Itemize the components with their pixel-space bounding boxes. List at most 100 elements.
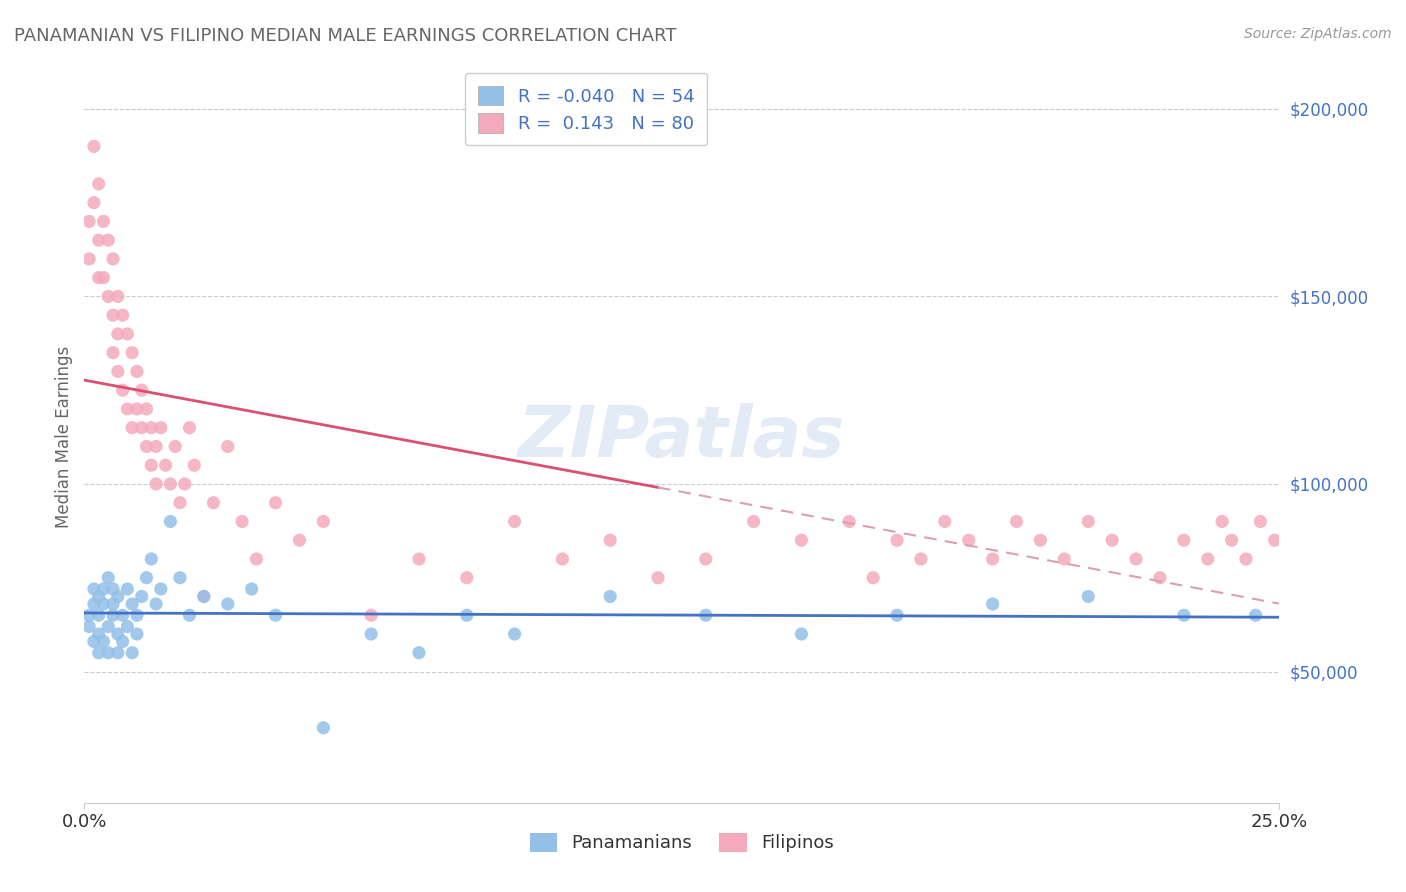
- Point: [1029, 533, 1052, 548]
- Point: [93, 270, 115, 285]
- Text: ZIPatlas: ZIPatlas: [519, 402, 845, 472]
- Point: [145, 597, 167, 611]
- Point: [83, 139, 105, 153]
- Point: [1053, 552, 1076, 566]
- Point: [141, 458, 163, 473]
- Point: [125, 608, 148, 623]
- Point: [1125, 552, 1147, 566]
- Point: [131, 383, 153, 397]
- Point: [149, 420, 172, 434]
- Point: [179, 420, 201, 434]
- Point: [1244, 608, 1267, 623]
- Point: [838, 515, 860, 529]
- Point: [934, 515, 956, 529]
- Point: [910, 552, 932, 566]
- Point: [93, 582, 115, 596]
- Point: [173, 477, 195, 491]
- Point: [159, 515, 181, 529]
- Point: [77, 252, 100, 266]
- Point: [125, 401, 148, 416]
- Point: [155, 458, 177, 473]
- Point: [97, 571, 120, 585]
- Point: [101, 252, 124, 266]
- Point: [231, 515, 253, 529]
- Point: [107, 646, 129, 660]
- Point: [193, 590, 215, 604]
- Point: [503, 515, 526, 529]
- Point: [149, 582, 172, 596]
- Point: [107, 364, 129, 378]
- Point: [886, 533, 908, 548]
- Point: [599, 590, 621, 604]
- Point: [165, 440, 187, 454]
- Point: [408, 552, 430, 566]
- Point: [111, 383, 134, 397]
- Point: [145, 477, 167, 491]
- Point: [742, 515, 765, 529]
- Point: [83, 634, 105, 648]
- Point: [101, 582, 124, 596]
- Point: [408, 646, 430, 660]
- Point: [288, 533, 311, 548]
- Point: [1249, 515, 1271, 529]
- Point: [93, 634, 115, 648]
- Point: [83, 195, 105, 210]
- Point: [117, 619, 139, 633]
- Point: [981, 552, 1004, 566]
- Point: [141, 552, 163, 566]
- Text: PANAMANIAN VS FILIPINO MEDIAN MALE EARNINGS CORRELATION CHART: PANAMANIAN VS FILIPINO MEDIAN MALE EARNI…: [14, 27, 676, 45]
- Point: [93, 214, 115, 228]
- Point: [107, 326, 129, 341]
- Point: [862, 571, 884, 585]
- Point: [647, 571, 669, 585]
- Point: [312, 515, 335, 529]
- Point: [87, 590, 110, 604]
- Point: [1101, 533, 1123, 548]
- Point: [183, 458, 205, 473]
- Point: [135, 571, 157, 585]
- Point: [101, 608, 124, 623]
- Point: [193, 590, 215, 604]
- Point: [97, 646, 120, 660]
- Point: [117, 582, 139, 596]
- Point: [360, 608, 382, 623]
- Point: [131, 420, 153, 434]
- Point: [1264, 533, 1286, 548]
- Point: [790, 533, 813, 548]
- Point: [695, 552, 717, 566]
- Point: [111, 608, 134, 623]
- Point: [1005, 515, 1028, 529]
- Point: [87, 270, 110, 285]
- Point: [1220, 533, 1243, 548]
- Point: [1077, 515, 1099, 529]
- Point: [87, 177, 110, 191]
- Point: [1197, 552, 1219, 566]
- Point: [202, 496, 225, 510]
- Point: [121, 646, 143, 660]
- Point: [551, 552, 574, 566]
- Point: [503, 627, 526, 641]
- Point: [77, 619, 100, 633]
- Point: [131, 590, 153, 604]
- Point: [121, 420, 143, 434]
- Y-axis label: Median Male Earnings: Median Male Earnings: [55, 346, 73, 528]
- Point: [121, 597, 143, 611]
- Point: [135, 401, 157, 416]
- Point: [107, 289, 129, 303]
- Point: [107, 590, 129, 604]
- Point: [695, 608, 717, 623]
- Point: [111, 308, 134, 322]
- Point: [125, 364, 148, 378]
- Point: [101, 308, 124, 322]
- Point: [1173, 608, 1195, 623]
- Point: [179, 608, 201, 623]
- Point: [87, 233, 110, 247]
- Point: [87, 608, 110, 623]
- Text: Source: ZipAtlas.com: Source: ZipAtlas.com: [1244, 27, 1392, 41]
- Point: [141, 420, 163, 434]
- Point: [107, 627, 129, 641]
- Point: [360, 627, 382, 641]
- Point: [1211, 515, 1233, 529]
- Point: [456, 608, 478, 623]
- Point: [790, 627, 813, 641]
